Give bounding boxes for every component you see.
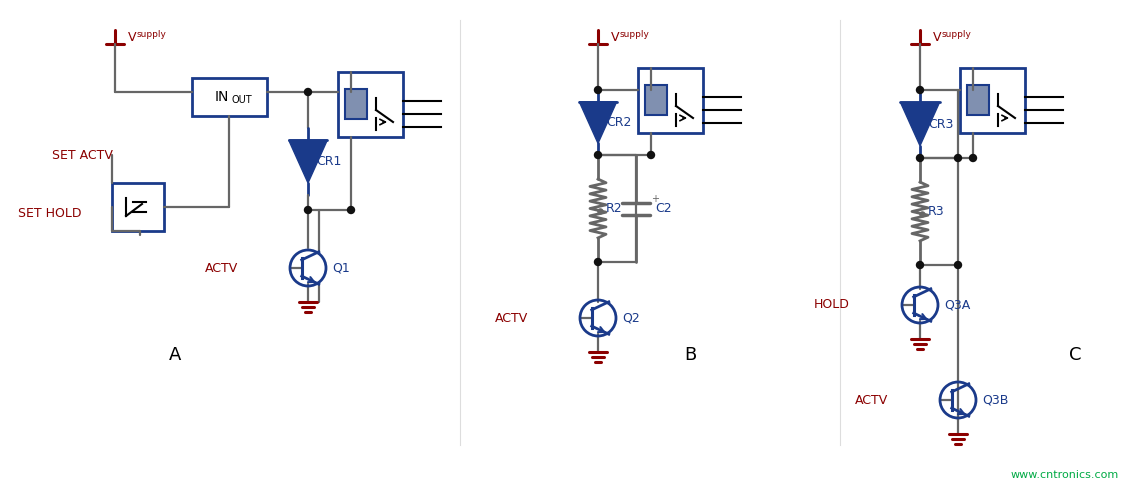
Circle shape xyxy=(594,87,601,94)
Text: SET HOLD: SET HOLD xyxy=(18,207,81,219)
Bar xyxy=(345,89,368,119)
Text: V: V xyxy=(611,31,619,43)
Polygon shape xyxy=(900,102,940,146)
Circle shape xyxy=(598,209,603,214)
Circle shape xyxy=(305,207,311,213)
Text: R3: R3 xyxy=(927,205,945,218)
Text: HOLD: HOLD xyxy=(814,298,850,311)
Text: OUT: OUT xyxy=(231,95,252,105)
Text: CR1: CR1 xyxy=(316,155,341,168)
Circle shape xyxy=(955,154,962,161)
Text: Q3B: Q3B xyxy=(982,393,1009,406)
Text: www.cntronics.com: www.cntronics.com xyxy=(1011,470,1119,480)
Text: supply: supply xyxy=(942,30,972,39)
Circle shape xyxy=(916,262,924,269)
Circle shape xyxy=(970,154,977,161)
Bar xyxy=(645,85,668,115)
Text: A: A xyxy=(168,346,181,364)
Text: SET ACTV: SET ACTV xyxy=(52,148,113,161)
Circle shape xyxy=(919,212,925,217)
Circle shape xyxy=(916,154,924,161)
Text: V: V xyxy=(933,31,941,43)
Bar xyxy=(968,85,989,115)
Text: ACTV: ACTV xyxy=(205,262,238,275)
Circle shape xyxy=(594,259,601,266)
Text: V: V xyxy=(128,31,136,43)
Circle shape xyxy=(648,151,655,158)
Polygon shape xyxy=(579,102,617,143)
Circle shape xyxy=(347,207,355,213)
Text: C: C xyxy=(1068,346,1081,364)
Text: R2: R2 xyxy=(606,202,623,215)
Bar xyxy=(960,68,1025,133)
Text: B: B xyxy=(684,346,696,364)
Text: Q1: Q1 xyxy=(332,262,349,275)
Circle shape xyxy=(305,89,311,96)
Bar xyxy=(638,68,703,133)
Text: C2: C2 xyxy=(655,202,672,215)
Text: ACTV: ACTV xyxy=(855,393,889,406)
Bar xyxy=(112,183,164,231)
Text: Q3A: Q3A xyxy=(943,298,970,311)
Text: Q2: Q2 xyxy=(622,311,640,324)
Text: CR3: CR3 xyxy=(927,118,954,130)
Bar xyxy=(338,72,403,137)
Circle shape xyxy=(916,87,924,94)
Circle shape xyxy=(955,262,962,269)
Text: +: + xyxy=(652,194,660,204)
Text: CR2: CR2 xyxy=(606,116,631,129)
Text: IN: IN xyxy=(214,90,229,104)
Circle shape xyxy=(594,151,601,158)
Text: ACTV: ACTV xyxy=(495,311,528,324)
Text: supply: supply xyxy=(619,30,650,39)
Bar xyxy=(192,78,267,116)
Polygon shape xyxy=(289,140,327,183)
Text: supply: supply xyxy=(137,30,167,39)
